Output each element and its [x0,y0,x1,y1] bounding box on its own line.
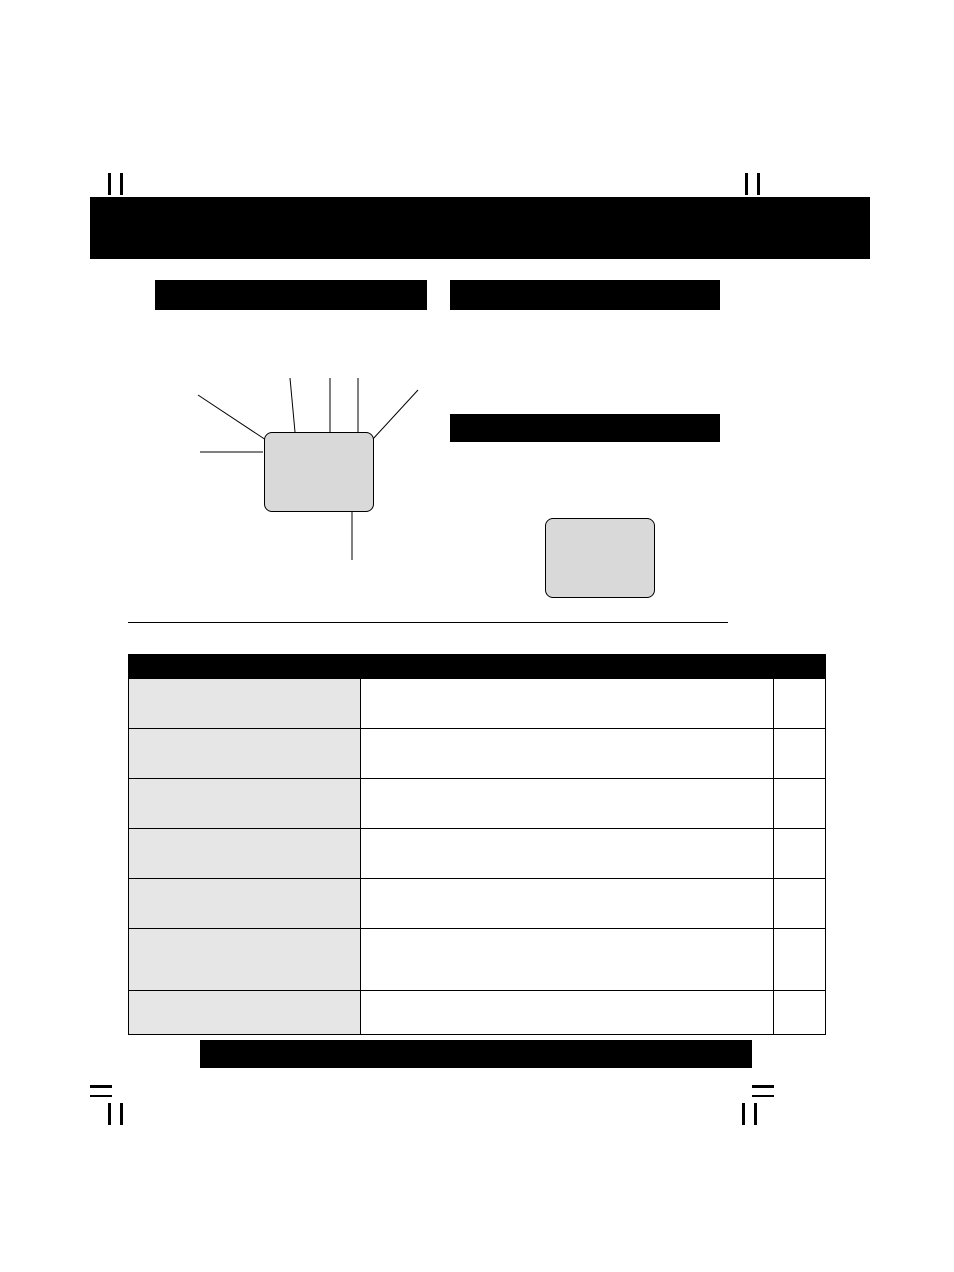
table-row [129,879,826,929]
main-table [128,654,826,1035]
mid-right-bar [450,414,720,442]
table-row [129,829,826,879]
diagram1-box [264,432,374,512]
page [0,0,954,1272]
table-row [129,929,826,991]
sub-bar-right [450,280,720,310]
table-row [129,729,826,779]
diagram1-leads [0,0,954,1272]
sub-bar-left [155,280,427,310]
table-row [129,991,826,1035]
table-header-row [129,655,826,679]
header-bar [90,197,870,259]
table-row [129,679,826,729]
diagram2-box [545,518,655,598]
horizontal-rule [128,622,728,623]
bottom-bar [200,1040,752,1068]
table-row [129,779,826,829]
